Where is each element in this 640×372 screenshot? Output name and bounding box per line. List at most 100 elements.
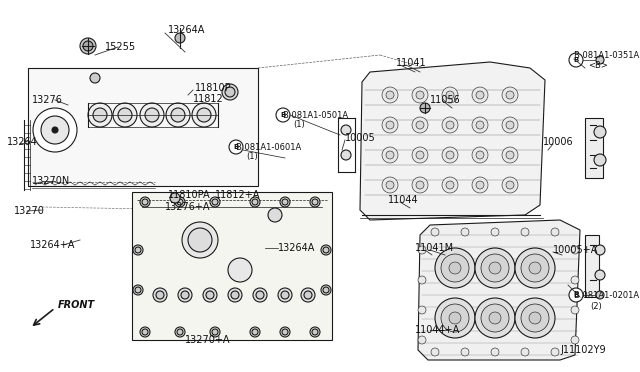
Circle shape [135, 247, 141, 253]
Circle shape [551, 228, 559, 236]
Circle shape [177, 199, 183, 205]
Circle shape [431, 228, 439, 236]
Circle shape [140, 327, 150, 337]
Circle shape [416, 91, 424, 99]
Circle shape [312, 199, 318, 205]
Circle shape [386, 151, 394, 159]
Text: 11044+A: 11044+A [415, 325, 460, 335]
Circle shape [41, 116, 69, 144]
Text: 13264A: 13264A [168, 25, 205, 35]
Circle shape [502, 147, 518, 163]
Circle shape [118, 108, 132, 122]
Circle shape [250, 197, 260, 207]
Circle shape [142, 199, 148, 205]
Circle shape [382, 117, 398, 133]
Circle shape [571, 276, 579, 284]
Text: B 081A1-0601A: B 081A1-0601A [236, 142, 301, 151]
Circle shape [596, 56, 604, 64]
Circle shape [228, 258, 252, 282]
Circle shape [210, 197, 220, 207]
Circle shape [212, 199, 218, 205]
Circle shape [489, 312, 501, 324]
Circle shape [476, 91, 484, 99]
Text: 13276: 13276 [32, 95, 63, 105]
Circle shape [140, 103, 164, 127]
Circle shape [569, 53, 583, 67]
Text: 13264+A: 13264+A [30, 240, 76, 250]
Text: 13270: 13270 [14, 206, 45, 216]
Circle shape [222, 84, 238, 100]
Circle shape [449, 312, 461, 324]
Circle shape [521, 228, 529, 236]
Circle shape [412, 87, 428, 103]
Circle shape [442, 177, 458, 193]
Circle shape [33, 108, 77, 152]
Circle shape [418, 306, 426, 314]
Circle shape [491, 348, 499, 356]
Circle shape [442, 87, 458, 103]
Circle shape [278, 288, 292, 302]
Text: (2): (2) [590, 301, 602, 311]
Circle shape [252, 329, 258, 335]
Circle shape [481, 304, 509, 332]
Circle shape [475, 298, 515, 338]
Circle shape [341, 125, 351, 135]
Circle shape [529, 312, 541, 324]
Text: B 081A1-0201A: B 081A1-0201A [574, 291, 639, 299]
Circle shape [551, 348, 559, 356]
Text: B 081A1-0351A: B 081A1-0351A [574, 51, 639, 60]
Circle shape [153, 288, 167, 302]
Text: 11044: 11044 [388, 195, 419, 205]
Circle shape [386, 121, 394, 129]
Circle shape [188, 228, 212, 252]
Circle shape [52, 127, 58, 133]
Circle shape [502, 177, 518, 193]
Circle shape [312, 329, 318, 335]
Text: <B>: <B> [588, 61, 608, 71]
Circle shape [475, 248, 515, 288]
Circle shape [472, 117, 488, 133]
Text: 11056: 11056 [430, 95, 461, 105]
Circle shape [571, 246, 579, 254]
Circle shape [276, 108, 290, 122]
Text: 15255: 15255 [105, 42, 136, 52]
Circle shape [416, 121, 424, 129]
Text: J11102Y9: J11102Y9 [560, 345, 605, 355]
Circle shape [515, 248, 555, 288]
Circle shape [206, 291, 214, 299]
Text: 11810PA: 11810PA [168, 190, 211, 200]
Circle shape [113, 103, 137, 127]
Circle shape [461, 348, 469, 356]
Circle shape [171, 108, 185, 122]
Circle shape [310, 327, 320, 337]
Circle shape [310, 197, 320, 207]
Circle shape [596, 291, 604, 299]
Circle shape [382, 177, 398, 193]
Circle shape [594, 126, 606, 138]
Text: FRONT: FRONT [58, 300, 95, 310]
Circle shape [418, 336, 426, 344]
Circle shape [88, 103, 112, 127]
Text: 11810P: 11810P [195, 83, 232, 93]
Circle shape [386, 181, 394, 189]
Circle shape [197, 108, 211, 122]
Circle shape [253, 288, 267, 302]
Circle shape [229, 140, 243, 154]
Circle shape [182, 222, 218, 258]
Circle shape [506, 151, 514, 159]
Circle shape [323, 247, 329, 253]
Bar [585, 235, 599, 297]
Circle shape [571, 336, 579, 344]
Circle shape [418, 276, 426, 284]
Circle shape [175, 327, 185, 337]
Circle shape [594, 154, 606, 166]
Circle shape [203, 288, 217, 302]
Circle shape [476, 151, 484, 159]
Circle shape [472, 147, 488, 163]
Circle shape [472, 87, 488, 103]
Circle shape [506, 91, 514, 99]
Circle shape [83, 41, 93, 51]
Circle shape [386, 91, 394, 99]
Circle shape [449, 262, 461, 274]
Circle shape [133, 285, 143, 295]
